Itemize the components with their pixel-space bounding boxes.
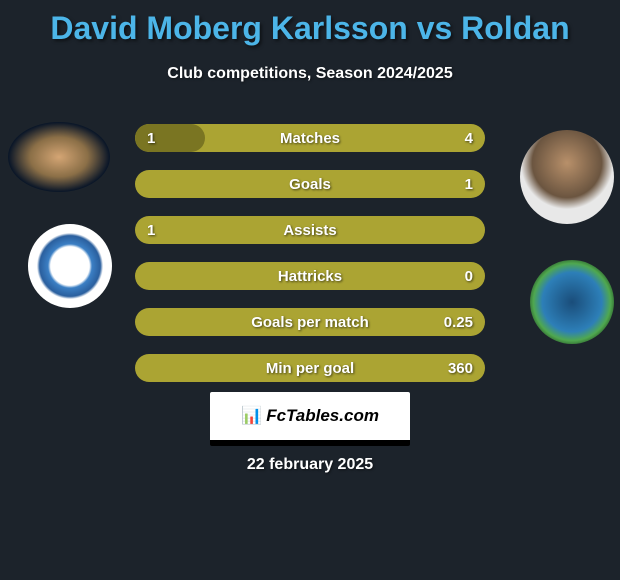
stat-right-value: 360 — [448, 360, 473, 377]
stats-container: 1 Matches 4 Goals 1 1 Assists Hattricks 0 Goals p… — [135, 124, 485, 400]
stat-label: Hattricks — [278, 268, 342, 285]
stat-label: Min per goal — [266, 360, 354, 377]
footer-brand-box: FcTables.com — [210, 392, 410, 446]
brand-logo: FcTables.com — [241, 406, 379, 426]
stat-right-value: 0 — [465, 268, 473, 285]
stat-fill-left — [135, 124, 205, 152]
footer-date: 22 february 2025 — [247, 456, 373, 474]
player2-club-logo — [530, 260, 614, 344]
stat-left-value: 1 — [147, 222, 155, 239]
stat-right-value: 4 — [465, 130, 473, 147]
stat-label: Assists — [283, 222, 336, 239]
stat-label: Matches — [280, 130, 340, 147]
player1-avatar — [8, 122, 110, 192]
stat-left-value: 1 — [147, 130, 155, 147]
player1-club-logo — [28, 224, 112, 308]
stat-row: 1 Matches 4 — [135, 124, 485, 152]
player2-avatar — [520, 130, 614, 224]
stat-label: Goals per match — [251, 314, 369, 331]
stat-row: 1 Assists — [135, 216, 485, 244]
stat-right-value: 0.25 — [444, 314, 473, 331]
stat-row: Goals 1 — [135, 170, 485, 198]
page-title: David Moberg Karlsson vs Roldan — [0, 0, 620, 47]
stat-right-value: 1 — [465, 176, 473, 193]
stat-row: Min per goal 360 — [135, 354, 485, 382]
stat-row: Goals per match 0.25 — [135, 308, 485, 336]
stat-label: Goals — [289, 176, 331, 193]
stat-row: Hattricks 0 — [135, 262, 485, 290]
subtitle: Club competitions, Season 2024/2025 — [0, 65, 620, 83]
